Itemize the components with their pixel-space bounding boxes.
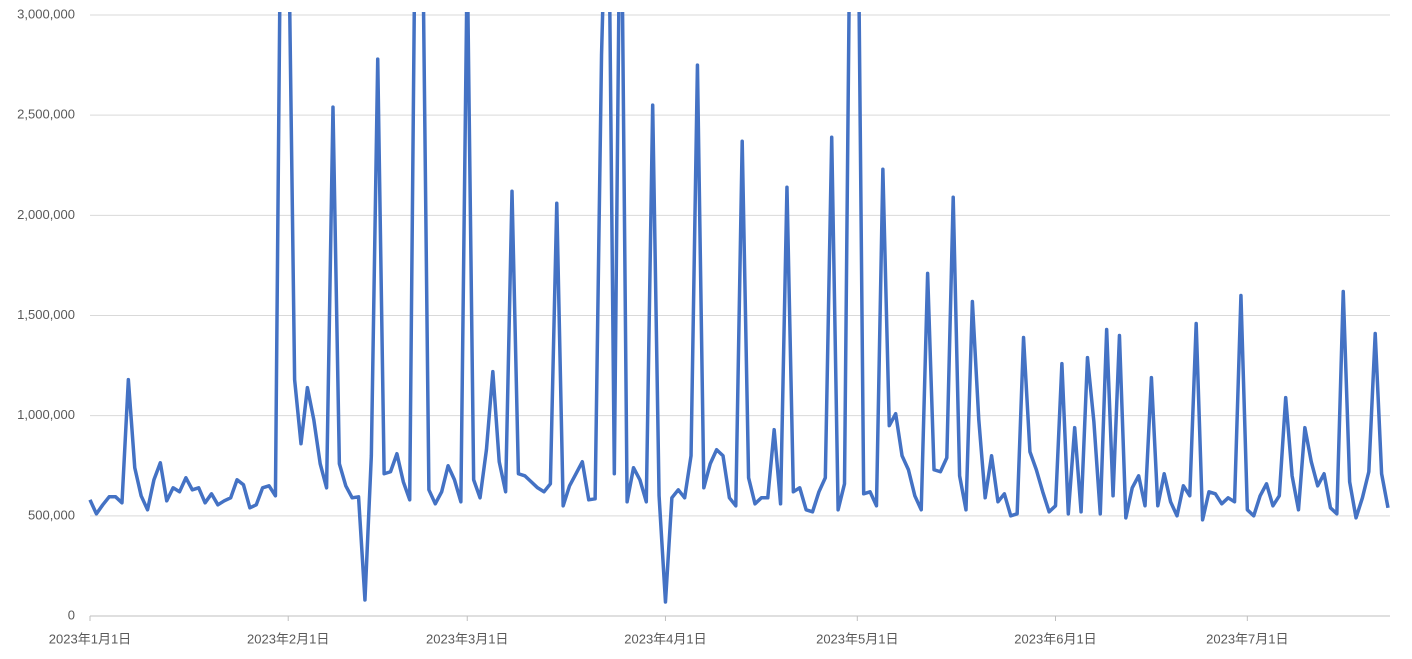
x-tick-label: 2023年7月1日	[1206, 631, 1288, 646]
line-series	[88, 12, 1390, 604]
x-tick-label: 2023年3月1日	[426, 631, 508, 646]
y-tick-label: 2,500,000	[17, 107, 75, 122]
y-tick-label: 0	[68, 607, 75, 622]
y-tick-label: 1,500,000	[17, 307, 75, 322]
y-tick-label: 3,000,000	[17, 6, 75, 21]
x-tick-label: 2023年5月1日	[816, 631, 898, 646]
x-tick-label: 2023年1月1日	[49, 631, 131, 646]
y-tick-label: 1,000,000	[17, 407, 75, 422]
y-tick-label: 500,000	[28, 507, 75, 522]
y-tick-label: 2,000,000	[17, 207, 75, 222]
x-tick-label: 2023年4月1日	[624, 631, 706, 646]
x-tick-label: 2023年6月1日	[1014, 631, 1096, 646]
x-tick-label: 2023年2月1日	[247, 631, 329, 646]
